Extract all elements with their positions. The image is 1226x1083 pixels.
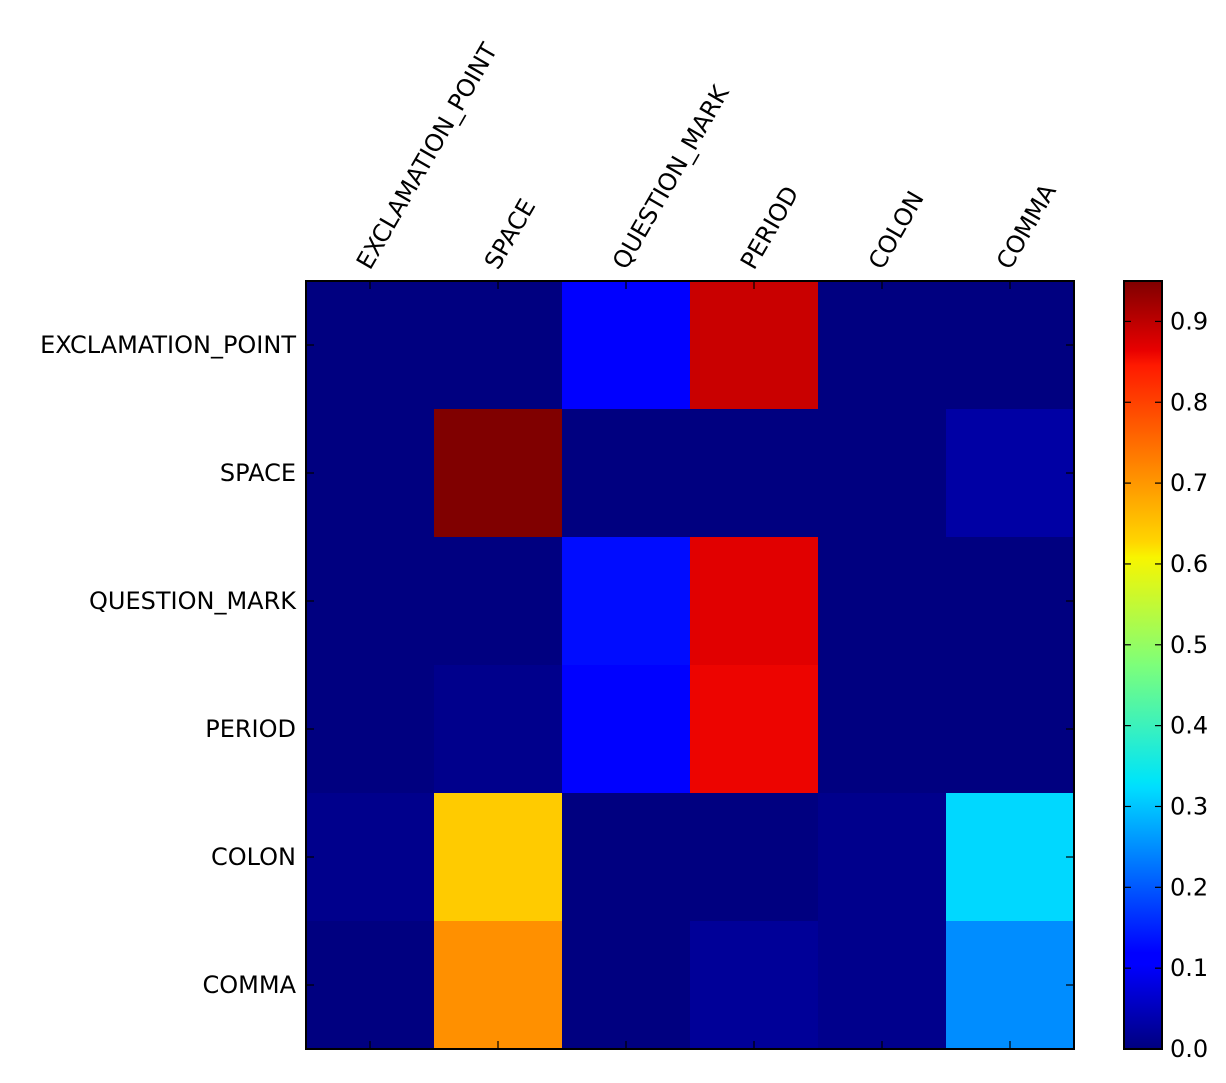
heatmap-axes	[305, 280, 1075, 1050]
heatmap-cell	[818, 665, 947, 794]
heatmap-cell	[306, 281, 435, 410]
colorbar-tick-label: 0.4	[1170, 712, 1208, 740]
heatmap-cell	[306, 409, 435, 538]
heatmap-cell	[946, 921, 1075, 1050]
heatmap-cell	[818, 793, 947, 922]
heatmap-cell	[690, 281, 819, 410]
heatmap-cell	[946, 793, 1075, 922]
heatmap-cell	[306, 537, 435, 666]
y-tick-label: EXCLAMATION_POINT	[40, 331, 296, 359]
heatmap-cell	[434, 409, 563, 538]
colorbar-tick-label: 0.2	[1170, 873, 1208, 901]
y-tick-label: COLON	[211, 843, 296, 871]
heatmap-cell	[818, 409, 947, 538]
colorbar-tick-label: 0.1	[1170, 954, 1208, 982]
heatmap-cell	[562, 281, 691, 410]
heatmap-cell	[562, 537, 691, 666]
heatmap-cell	[562, 665, 691, 794]
heatmap-cell	[818, 921, 947, 1050]
y-tick-label: QUESTION_MARK	[89, 587, 297, 615]
heatmap-cell	[434, 793, 563, 922]
colorbar-tick-label: 0.5	[1170, 631, 1208, 659]
heatmap-cell	[690, 921, 819, 1050]
x-tick-label: COLON	[863, 186, 930, 274]
y-tick-label: COMMA	[203, 971, 297, 999]
heatmap-cell	[306, 921, 435, 1050]
y-tick-label: PERIOD	[205, 715, 296, 743]
heatmap-cell	[562, 793, 691, 922]
heatmap-cell	[818, 281, 947, 410]
heatmap-cell	[818, 537, 947, 666]
heatmap-cells	[306, 281, 1075, 1050]
colorbar-gradient	[1124, 281, 1162, 1049]
heatmap-cell	[306, 793, 435, 922]
colorbar-tick-label: 0.9	[1170, 307, 1208, 335]
heatmap-cell	[306, 665, 435, 794]
colorbar-tick-label: 0.3	[1170, 792, 1208, 820]
heatmap-cell	[946, 409, 1075, 538]
x-tick-label: SPACE	[479, 194, 541, 274]
colorbar-tick-label: 0.8	[1170, 388, 1208, 416]
colorbar-tick-label: 0.7	[1170, 469, 1208, 497]
x-tick-label: QUESTION_MARK	[607, 80, 735, 274]
heatmap-cell	[434, 537, 563, 666]
colorbar-tick-label: 0.0	[1170, 1035, 1208, 1063]
heatmap-cell	[562, 921, 691, 1050]
heatmap-cell	[946, 281, 1075, 410]
heatmap-cell	[434, 921, 563, 1050]
heatmap-cell	[946, 537, 1075, 666]
heatmap-cell	[562, 409, 691, 538]
heatmap-cell	[434, 281, 563, 410]
colorbar-tick-label: 0.6	[1170, 550, 1208, 578]
heatmap-cell	[690, 537, 819, 666]
x-tick-label: PERIOD	[735, 181, 805, 274]
x-tick-label: COMMA	[991, 179, 1062, 274]
heatmap-cell	[690, 793, 819, 922]
heatmap-cell	[690, 665, 819, 794]
colorbar-frame	[1123, 280, 1163, 1050]
heatmap-cell	[434, 665, 563, 794]
y-tick-label: SPACE	[220, 459, 296, 487]
colorbar: 0.0 0.1 0.2 0.3 0.4 0.5 0.6 0.7 0.8 0.9	[1123, 280, 1208, 1063]
heatmap-cell	[946, 665, 1075, 794]
plot-frame	[305, 280, 1075, 1050]
heatmap-cell	[690, 409, 819, 538]
x-tick-label: EXCLAMATION_POINT	[351, 38, 503, 274]
